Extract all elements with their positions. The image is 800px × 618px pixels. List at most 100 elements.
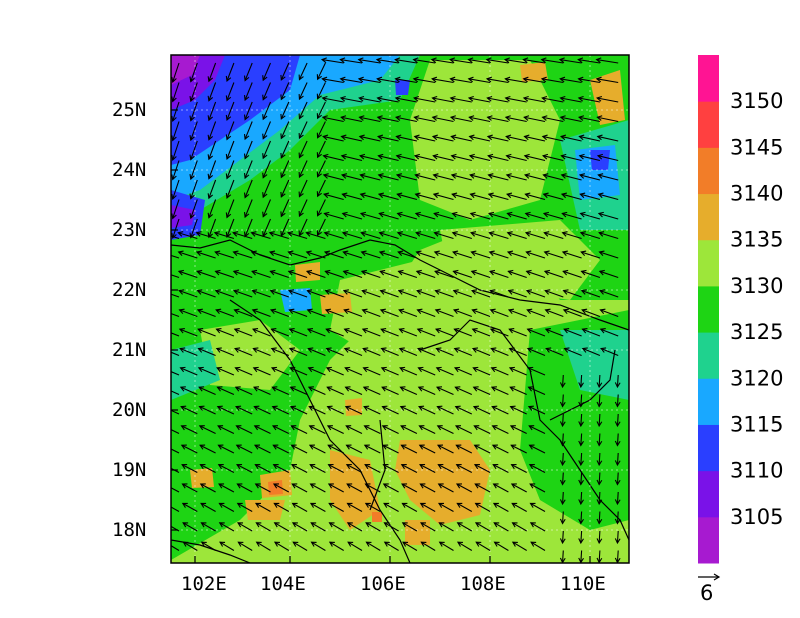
wind-vector: [280, 160, 290, 178]
wind-vector: [269, 251, 289, 259]
wind-vector-head: [398, 347, 405, 353]
wind-vector: [578, 97, 601, 103]
wind-vector: [182, 522, 198, 532]
wind-vector: [363, 348, 381, 357]
wind-vector: [309, 464, 326, 473]
wind-vector-head: [262, 94, 268, 101]
wind-vector: [414, 97, 436, 103]
wind-vector: [217, 425, 235, 434]
wind-vector: [581, 251, 601, 259]
wind-vector: [364, 425, 381, 434]
wind-vector: [327, 444, 344, 454]
wind-vector-head: [161, 270, 166, 275]
wind-vector: [234, 309, 253, 318]
wind-vector-head: [415, 250, 422, 257]
wind-vector: [280, 199, 290, 217]
wind-vector: [244, 121, 253, 140]
wind-vector: [598, 472, 601, 485]
wind-vector: [237, 483, 253, 493]
wind-vector-head: [578, 479, 584, 486]
wind-vector: [200, 464, 216, 473]
wind-vector-head: [559, 440, 566, 447]
wind-vector: [196, 251, 216, 259]
wind-vector: [218, 444, 235, 454]
wind-vector-head: [360, 269, 367, 276]
wind-vector: [361, 251, 381, 259]
wind-vector-head: [505, 173, 512, 179]
colorbar-swatch: [698, 193, 719, 241]
wind-vector-head: [207, 173, 214, 180]
wind-vector: [215, 251, 235, 259]
wind-vector-head: [472, 366, 479, 373]
wind-vector-head: [234, 386, 241, 392]
wind-vector-head: [473, 444, 480, 450]
wind-vector: [469, 116, 491, 123]
wind-vector-head: [165, 503, 170, 507]
wind-vector-head: [288, 308, 295, 315]
wind-vector-head: [596, 401, 603, 408]
wind-vector: [361, 232, 381, 240]
wind-vector: [197, 328, 216, 337]
wind-vector-head: [522, 76, 529, 83]
wind-vector-head: [580, 269, 587, 276]
wind-vector: [563, 270, 582, 279]
wind-vector-head: [523, 115, 530, 121]
wind-vector-head: [195, 250, 202, 257]
wind-vector: [435, 309, 454, 318]
wind-vector-head: [243, 212, 250, 219]
colorbar-label: 3125: [730, 320, 783, 344]
wind-vector: [455, 406, 473, 415]
wind-vector-head: [400, 425, 407, 431]
wind-vector-head: [243, 153, 250, 160]
wind-vector: [171, 312, 180, 318]
wind-vector-head: [489, 308, 496, 315]
wind-vector: [381, 386, 399, 396]
wind-vector-head: [225, 153, 232, 160]
wind-vector-head: [324, 269, 331, 276]
wind-vector: [171, 293, 180, 298]
wind-vector-head: [507, 269, 514, 276]
wind-vector: [401, 483, 418, 493]
wind-vector: [288, 270, 308, 279]
wind-vector-head: [171, 193, 177, 200]
wind-vector-head: [200, 522, 207, 528]
wind-vector: [474, 464, 491, 473]
wind-vector-head: [262, 172, 268, 179]
wind-vector-head: [599, 308, 606, 315]
wind-vector-head: [376, 134, 384, 141]
wind-vector: [468, 97, 491, 103]
wind-vector: [561, 452, 564, 466]
wind-vector: [561, 530, 564, 544]
wind-vector-head: [160, 251, 165, 256]
wind-vector: [244, 179, 253, 198]
wind-vector-head: [325, 328, 332, 334]
wind-vector-head: [215, 328, 222, 334]
wind-vector: [180, 386, 198, 396]
wind-vector: [308, 386, 326, 396]
wind-vector: [578, 78, 600, 84]
wind-vector: [471, 290, 491, 298]
wind-vectors: [160, 57, 621, 563]
wind-vector-head: [505, 153, 512, 160]
wind-vector: [559, 59, 582, 64]
wind-vector-head: [522, 95, 529, 102]
wind-vector-head: [376, 115, 383, 121]
wind-vector: [598, 530, 601, 544]
wind-vector-head: [343, 347, 350, 353]
wind-vector-head: [577, 76, 584, 83]
wind-vector: [526, 290, 546, 298]
wind-vector: [511, 464, 527, 473]
wind-vector: [253, 348, 271, 357]
wind-vector-head: [358, 95, 365, 102]
wind-vector-head: [342, 269, 349, 276]
wind-vector: [306, 270, 326, 279]
wind-vector: [414, 135, 436, 142]
wind-vector-head: [357, 57, 364, 64]
wind-vector: [323, 193, 344, 201]
wind-vector: [172, 140, 180, 161]
wind-vector: [453, 309, 472, 318]
wind-vector: [525, 232, 546, 240]
wind-vector: [274, 522, 290, 532]
wind-vector: [529, 464, 546, 473]
wind-vector-head: [431, 76, 438, 83]
